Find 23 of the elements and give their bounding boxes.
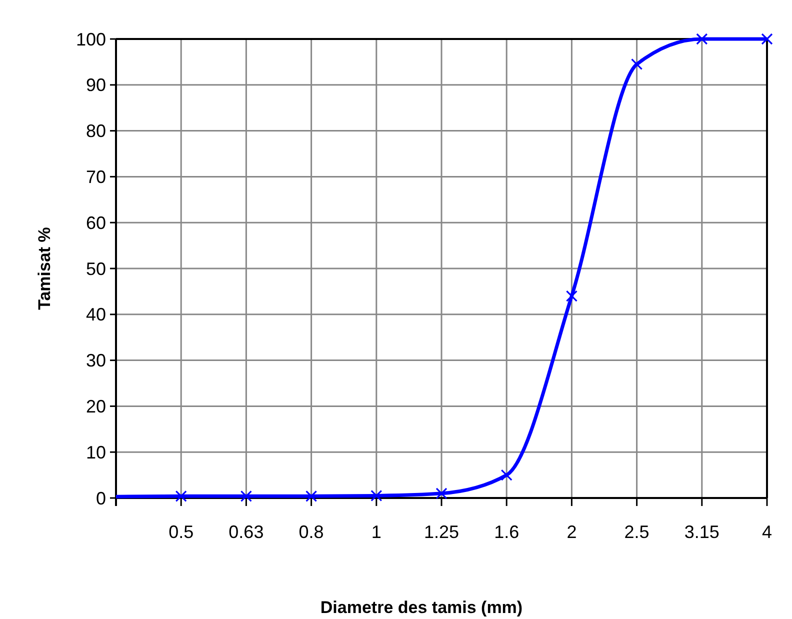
y-tick-label: 70 (86, 167, 106, 187)
y-tick-label: 50 (86, 258, 106, 279)
x-axis-title: Diametre des tamis (mm) (320, 598, 523, 617)
y-tick-label: 80 (86, 121, 106, 142)
x-tick-label: 4 (762, 522, 772, 542)
y-tick-label: 0 (96, 488, 106, 508)
x-tick-label: 3.15 (684, 522, 720, 542)
x-tick-label: 0.5 (168, 522, 194, 542)
x-tick-label: 1.6 (494, 522, 520, 542)
x-tick-label: 1.25 (424, 522, 460, 542)
y-axis-title: Tamisat % (35, 227, 54, 310)
y-tick-label: 40 (86, 304, 106, 325)
y-tick-label: 20 (86, 396, 106, 416)
y-tick-label: 10 (86, 442, 106, 462)
y-tick-label: 60 (86, 212, 106, 233)
y-tick-label: 100 (76, 29, 106, 50)
x-tick-label: 1 (371, 522, 382, 542)
y-tick-label: 30 (86, 350, 106, 371)
y-tick-label: 90 (86, 75, 106, 96)
x-tick-label: 2.5 (624, 522, 650, 542)
x-tick-label: 2 (566, 522, 577, 542)
x-tick-label: 0.63 (228, 522, 264, 542)
x-tick-label: 0.8 (298, 522, 324, 542)
